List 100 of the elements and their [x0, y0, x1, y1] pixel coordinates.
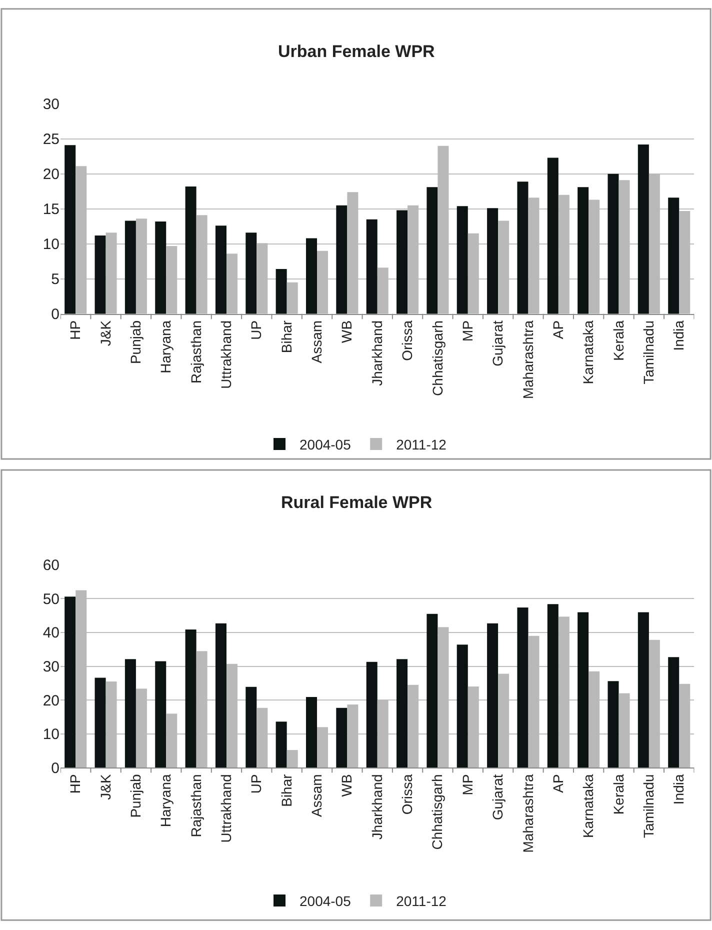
bar [286, 750, 298, 768]
bar [668, 657, 680, 768]
bar [366, 219, 378, 314]
x-tick-label: MP [459, 774, 476, 796]
x-tick-label: Haryana [158, 774, 174, 828]
bar [215, 623, 226, 768]
x-tick-label: WB [338, 320, 355, 344]
x-tick-label: Tamilnadu [640, 774, 656, 838]
bar [94, 235, 106, 314]
x-tick-label: Rajasthan [188, 774, 204, 838]
legend-label: 2011-12 [396, 892, 447, 909]
bar [155, 221, 166, 314]
x-tick-label: Gujarat [490, 320, 506, 366]
bar [426, 187, 438, 314]
x-tick-label: WB [338, 774, 355, 797]
x-tick-label: Bihar [278, 774, 294, 807]
x-tick-label: Chhatisgarh [429, 774, 446, 850]
x-tick-label: Uttrakhand [218, 320, 234, 389]
y-tick-label: 10 [42, 236, 60, 254]
legend-label: 2011-12 [396, 436, 447, 452]
bar [336, 708, 348, 768]
x-tick-label: Kerala [610, 774, 626, 815]
y-tick-label: 25 [42, 131, 60, 148]
bar [578, 187, 589, 314]
bar [396, 659, 408, 768]
x-tick-label: Assam [308, 774, 325, 818]
x-tick-label: Jharkhand [368, 774, 385, 840]
x-tick-label: Kerala [610, 320, 626, 361]
y-tick-label: 20 [42, 692, 60, 710]
bar [456, 206, 468, 314]
x-tick-label: Punjab [128, 774, 144, 818]
x-tick-label: AP [550, 774, 566, 793]
x-tick-label: Rajasthan [188, 320, 204, 384]
bar [94, 678, 106, 768]
legend-label: 2004-05 [300, 892, 352, 909]
bar [185, 629, 196, 768]
x-tick-label: India [670, 320, 687, 351]
bar [276, 722, 287, 768]
x-tick-label: India [670, 774, 687, 805]
y-tick-label: 20 [42, 166, 60, 184]
bar [456, 644, 468, 768]
y-tick-label: 40 [42, 624, 60, 642]
bar [64, 596, 76, 768]
bar [396, 210, 408, 314]
bar [547, 604, 558, 768]
y-tick-label: 60 [42, 557, 60, 574]
bar [246, 686, 257, 768]
y-tick-label: 0 [51, 760, 60, 777]
x-tick-label: Haryana [158, 320, 174, 374]
chart-title: Rural Female WPR [281, 493, 432, 512]
x-tick-label: J&K [97, 320, 114, 346]
bar [517, 182, 528, 314]
bar [638, 144, 649, 314]
x-tick-label: Orissa [399, 320, 416, 361]
x-tick-label: J&K [97, 774, 114, 800]
bar [124, 220, 136, 314]
x-tick-label: Orissa [399, 774, 416, 815]
bar [306, 697, 318, 768]
bar [608, 681, 619, 768]
y-tick-label: 15 [42, 201, 60, 218]
bar [426, 614, 438, 768]
bar [64, 145, 76, 314]
bar [306, 238, 318, 314]
bar [547, 158, 558, 314]
x-tick-label: Karnataka [580, 774, 596, 838]
bar [366, 662, 378, 768]
bar [336, 205, 348, 314]
x-tick-label: Maharashtra [520, 320, 536, 400]
x-tick-label: UP [248, 320, 264, 340]
bar [185, 186, 196, 314]
y-tick-label: 5 [51, 271, 60, 288]
bar [487, 208, 498, 314]
bar [638, 612, 649, 768]
x-tick-label: AP [550, 320, 566, 340]
x-tick-label: Assam [308, 320, 325, 364]
bar [578, 612, 589, 768]
chart-title: Urban Female WPR [278, 42, 435, 61]
x-tick-label: Chhatisgarh [429, 320, 446, 396]
y-tick-label: 0 [51, 306, 60, 324]
bar [668, 198, 680, 314]
y-tick-label: 50 [42, 590, 60, 608]
bar [286, 282, 298, 314]
bar [155, 661, 166, 768]
x-tick-label: Bihar [278, 320, 294, 354]
y-tick-label: 10 [42, 726, 60, 744]
x-tick-label: UP [248, 774, 264, 794]
x-tick-label: Jharkhand [368, 320, 385, 386]
x-tick-label: HP [67, 774, 84, 794]
bar [517, 607, 528, 768]
y-tick-label: 30 [42, 96, 60, 114]
x-tick-label: HP [67, 320, 84, 340]
x-tick-label: MP [459, 320, 476, 342]
bar [276, 269, 287, 314]
bar [124, 659, 136, 768]
x-tick-label: Tamilnadu [640, 320, 656, 384]
x-tick-label: Gujarat [490, 774, 506, 820]
bar [608, 174, 619, 314]
bar [487, 623, 498, 768]
bar [215, 226, 226, 314]
x-tick-label: Punjab [128, 320, 144, 364]
